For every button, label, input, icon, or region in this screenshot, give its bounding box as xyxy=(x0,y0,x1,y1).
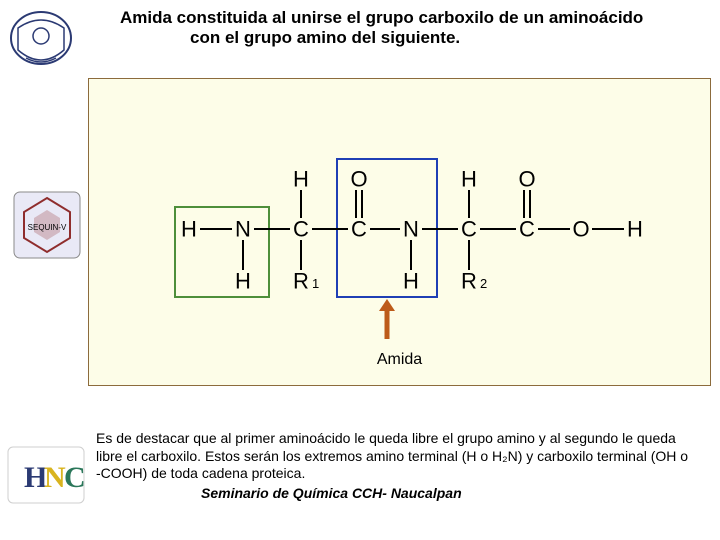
svg-text:SEQUIN-V: SEQUIN-V xyxy=(28,223,67,232)
sequin-badge-icon: SEQUIN-V xyxy=(12,190,82,260)
atom-C1: C xyxy=(293,217,309,242)
atom-N_mid: N xyxy=(403,217,419,242)
atom-N_left: N xyxy=(235,217,251,242)
atom-R2-sub: 2 xyxy=(480,276,487,291)
title-line-1: Amida constituida al unirse el grupo car… xyxy=(120,8,643,27)
atom-C4: C xyxy=(519,217,535,242)
footer-text: Es de destacar que al primer aminoácido … xyxy=(96,430,696,502)
seminar-line: Seminario de Química CCH- Naucalpan xyxy=(201,485,696,503)
hnc-badge-icon: H N C xyxy=(6,445,86,505)
footer-body: Es de destacar que al primer aminoácido … xyxy=(96,430,688,481)
atom-O_c4T: O xyxy=(518,167,535,192)
atom-O_c2T: O xyxy=(350,167,367,192)
svg-text:N: N xyxy=(44,461,66,494)
atom-H_nmidB: H xyxy=(403,269,419,294)
atom-R1: R xyxy=(293,269,309,294)
atom-H_c3T: H xyxy=(461,167,477,192)
svg-text:C: C xyxy=(64,461,86,494)
amida-label: Amida xyxy=(89,351,710,369)
atom-R1-sub: 1 xyxy=(312,276,319,291)
peptide-diagram: HNHCHR1CONHCHR2COOH xyxy=(89,79,710,385)
atom-O_right: O xyxy=(572,217,589,242)
atom-C2: C xyxy=(351,217,367,242)
diagram-panel: HNHCHR1CONHCHR2COOH Amida xyxy=(88,78,711,386)
atom-H_left: H xyxy=(181,217,197,242)
slide: SEQUIN-V H N C Amida constituida al unir… xyxy=(0,0,720,540)
atom-C3: C xyxy=(461,217,477,242)
unam-logo-icon xyxy=(6,8,76,78)
atom-R2: R xyxy=(461,269,477,294)
atom-H_right: H xyxy=(627,217,643,242)
amida-arrow-head xyxy=(379,299,395,311)
slide-title: Amida constituida al unirse el grupo car… xyxy=(120,8,680,48)
title-line-2: con el grupo amino del siguiente. xyxy=(190,28,680,48)
atom-H_c1T: H xyxy=(293,167,309,192)
atom-H_nB: H xyxy=(235,269,251,294)
